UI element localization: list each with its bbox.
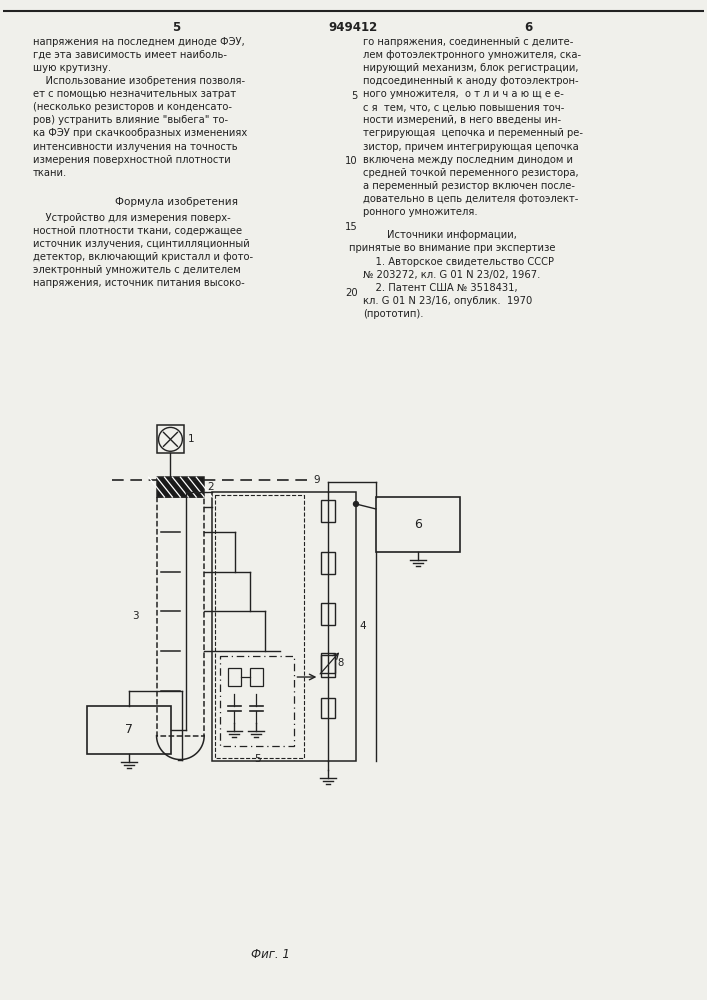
Text: шую крутизну.: шую крутизну. <box>33 63 111 73</box>
Text: 10: 10 <box>345 156 358 166</box>
Text: 6: 6 <box>525 21 533 34</box>
Text: 4: 4 <box>359 621 366 631</box>
Text: ткани.: ткани. <box>33 168 66 178</box>
Text: (несколько резисторов и конденсато-: (несколько резисторов и конденсато- <box>33 102 231 112</box>
Bar <box>321 603 335 625</box>
Bar <box>321 500 335 522</box>
Text: 5: 5 <box>351 91 358 101</box>
Bar <box>87 706 171 754</box>
Text: с я  тем, что, с целью повышения точ-: с я тем, что, с целью повышения точ- <box>363 102 564 112</box>
Text: 5: 5 <box>173 21 180 34</box>
Text: зистор, причем интегрирующая цепочка: зистор, причем интегрирующая цепочка <box>363 142 578 152</box>
Text: лем фотоэлектронного умножителя, ска-: лем фотоэлектронного умножителя, ска- <box>363 50 581 60</box>
Text: детектор, включающий кристалл и фото-: детектор, включающий кристалл и фото- <box>33 252 252 262</box>
Text: Источники информации,: Источники информации, <box>387 230 517 240</box>
Bar <box>321 655 335 677</box>
Text: кл. G 01 N 23/16, опублик.  1970: кл. G 01 N 23/16, опублик. 1970 <box>363 296 532 306</box>
Bar <box>321 552 335 574</box>
Text: 8: 8 <box>337 658 344 668</box>
Text: напряжения на последнем диноде ФЭУ,: напряжения на последнем диноде ФЭУ, <box>33 37 245 47</box>
Text: ров) устранить влияние "выбега" то-: ров) устранить влияние "выбега" то- <box>33 115 228 125</box>
Text: где эта зависимость имеет наиболь-: где эта зависимость имеет наиболь- <box>33 50 226 60</box>
Bar <box>228 668 241 686</box>
Text: ка ФЭУ при скачкообразных изменениях: ка ФЭУ при скачкообразных изменениях <box>33 128 247 138</box>
Bar <box>212 492 356 761</box>
Text: напряжения, источник питания высоко-: напряжения, источник питания высоко- <box>33 278 245 288</box>
Text: довательно в цепь делителя фотоэлект-: довательно в цепь делителя фотоэлект- <box>363 194 578 204</box>
Text: (прототип).: (прототип). <box>363 309 423 319</box>
Text: 7: 7 <box>125 723 134 736</box>
Text: интенсивности излучения на точность: интенсивности излучения на точность <box>33 142 237 152</box>
Text: принятые во внимание при экспертизе: принятые во внимание при экспертизе <box>349 243 556 253</box>
Text: го напряжения, соединенный с делите-: го напряжения, соединенный с делите- <box>363 37 573 47</box>
Text: 2: 2 <box>207 482 214 492</box>
Text: 9: 9 <box>313 475 320 485</box>
Text: включена между последним динодом и: включена между последним динодом и <box>363 155 573 165</box>
Text: Формула изобретения: Формула изобретения <box>115 197 238 207</box>
Text: Фиг. 1: Фиг. 1 <box>251 948 290 961</box>
Bar <box>215 495 305 758</box>
Text: нирующий механизм, блок регистрации,: нирующий механизм, блок регистрации, <box>363 63 578 73</box>
Bar <box>376 497 460 552</box>
Text: электронный умножитель с делителем: электронный умножитель с делителем <box>33 265 240 275</box>
Text: ет с помощью незначительных затрат: ет с помощью незначительных затрат <box>33 89 235 99</box>
Bar <box>220 656 295 746</box>
Bar <box>321 698 335 718</box>
Text: источник излучения, сцинтилляционный: источник излучения, сцинтилляционный <box>33 239 250 249</box>
Text: ностной плотности ткани, содержащее: ностной плотности ткани, содержащее <box>33 226 242 236</box>
Text: 1: 1 <box>187 434 194 444</box>
Text: ности измерений, в него введены ин-: ности измерений, в него введены ин- <box>363 115 561 125</box>
Text: 949412: 949412 <box>328 21 378 34</box>
Text: 20: 20 <box>345 288 358 298</box>
Bar <box>321 653 335 673</box>
Bar <box>156 497 204 736</box>
Text: измерения поверхностной плотности: измерения поверхностной плотности <box>33 155 230 165</box>
Text: Устройство для измерения поверх-: Устройство для измерения поверх- <box>33 213 230 223</box>
Text: Использование изобретения позволя-: Использование изобретения позволя- <box>33 76 245 86</box>
Text: 1. Авторское свидетельство СССР: 1. Авторское свидетельство СССР <box>363 257 554 267</box>
Text: ного умножителя,  о т л и ч а ю щ е е-: ного умножителя, о т л и ч а ю щ е е- <box>363 89 563 99</box>
Circle shape <box>354 501 358 506</box>
Bar <box>156 477 204 497</box>
Text: а переменный резистор включен после-: а переменный резистор включен после- <box>363 181 575 191</box>
Text: № 203272, кл. G 01 N 23/02, 1967.: № 203272, кл. G 01 N 23/02, 1967. <box>363 270 540 280</box>
Text: 15: 15 <box>345 222 358 232</box>
Text: подсоединенный к аноду фотоэлектрон-: подсоединенный к аноду фотоэлектрон- <box>363 76 578 86</box>
Text: тегрирующая  цепочка и переменный ре-: тегрирующая цепочка и переменный ре- <box>363 128 583 138</box>
Text: 6: 6 <box>414 518 422 531</box>
Text: ронного умножителя.: ронного умножителя. <box>363 207 477 217</box>
Bar <box>156 425 185 453</box>
Bar <box>250 668 263 686</box>
Text: 2. Патент США № 3518431,: 2. Патент США № 3518431, <box>363 283 518 293</box>
Text: 3: 3 <box>132 611 139 621</box>
Text: средней точкой переменного резистора,: средней точкой переменного резистора, <box>363 168 578 178</box>
Text: 5: 5 <box>254 754 261 764</box>
